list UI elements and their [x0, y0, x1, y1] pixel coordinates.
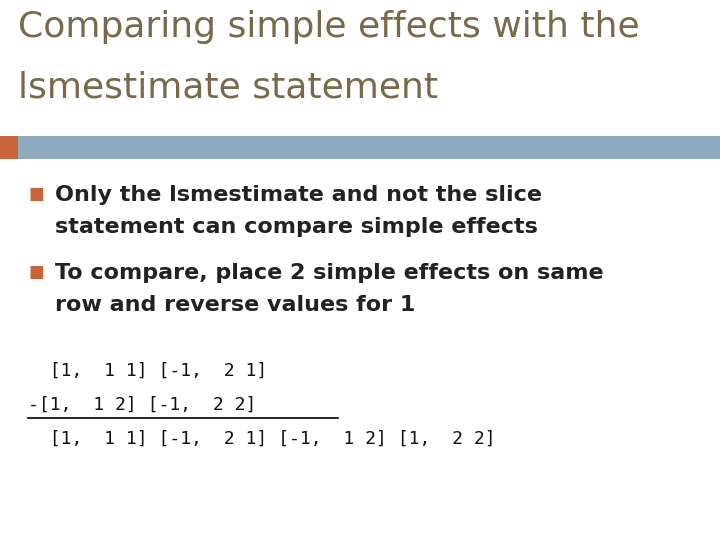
Text: Comparing simple effects with the: Comparing simple effects with the	[18, 10, 639, 44]
Text: [1,  1 1] [-1,  2 1] [-1,  1 2] [1,  2 2]: [1, 1 1] [-1, 2 1] [-1, 1 2] [1, 2 2]	[28, 430, 495, 448]
Text: -[1,  1 2] [-1,  2 2]: -[1, 1 2] [-1, 2 2]	[28, 396, 256, 414]
Text: To compare, place 2 simple effects on same: To compare, place 2 simple effects on sa…	[55, 263, 603, 283]
Text: row and reverse values for 1: row and reverse values for 1	[55, 295, 415, 315]
Text: lsmestimate statement: lsmestimate statement	[18, 70, 438, 104]
Bar	[0, 136, 720, 159]
Bar	[0, 136, 18, 159]
Text: statement can compare simple effects: statement can compare simple effects	[55, 217, 538, 237]
Text: Only the lsmestimate and not the slice: Only the lsmestimate and not the slice	[55, 185, 542, 205]
Text: ■: ■	[28, 185, 44, 203]
Text: [1,  1 1] [-1,  2 1]: [1, 1 1] [-1, 2 1]	[28, 362, 267, 380]
Text: ■: ■	[28, 263, 44, 281]
